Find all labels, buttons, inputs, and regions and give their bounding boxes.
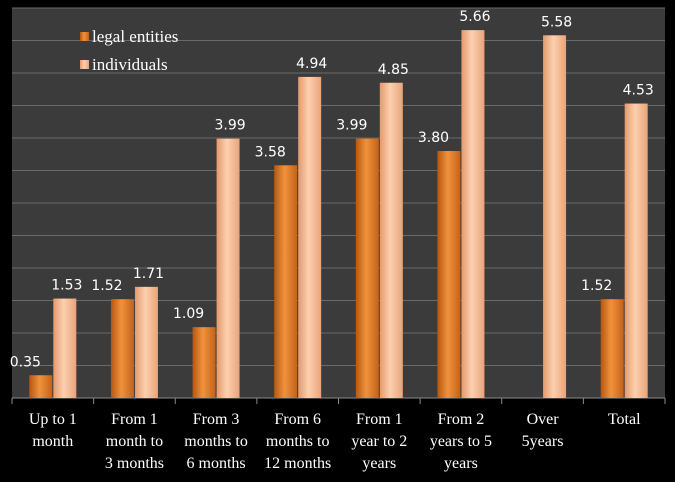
bar-legal-entities [600,299,624,398]
bar-legal-entities [110,299,134,398]
data-label-individuals: 1.53 [51,278,82,294]
bar-legal-entities [437,151,461,398]
bar-individuals [134,286,158,398]
data-label-legal-entities: 0.35 [10,354,41,370]
data-label-individuals: 4.85 [378,62,409,78]
x-tick-label: From 1 month to 3 months [105,411,164,472]
bar-individuals [298,76,322,399]
data-label-legal-entities: 3.58 [255,144,286,160]
x-tick-label: Over 5years [522,411,564,450]
data-label-individuals: 4.53 [623,83,654,99]
bars [29,30,648,399]
bar-legal-entities [29,375,53,398]
x-tick-label: From 3 months to 6 months [184,411,248,472]
legend-swatch-individuals [80,60,89,69]
bar-legal-entities [355,138,379,398]
bar-legal-entities [192,327,216,398]
data-label-individuals: 5.66 [459,9,490,25]
data-label-individuals: 3.99 [214,118,245,134]
legend-label-legal-entities: legal entities [92,27,178,46]
data-label-legal-entities: 3.99 [336,118,367,134]
x-tick-label: From 1 year to 2 years [351,411,407,472]
x-tick-label: Total [608,411,641,428]
bar-individuals [216,138,240,398]
data-label-legal-entities: 1.52 [91,278,122,294]
legend-swatch-legal-entities [80,32,89,41]
x-tick-label: From 6 months to 12 months [264,411,331,472]
bar-individuals [543,35,567,399]
x-tick-labels: Up to 1 month From 1 month to 3 months From 3… [29,411,641,472]
data-labels: 0.35 1.52 1.09 3.58 3.99 3.80 1.52 1.53 1.71 3.99… [10,9,654,370]
data-label-legal-entities: 1.52 [581,278,612,294]
data-label-individuals: 1.71 [133,266,164,282]
x-tick-label: Up to 1 month [29,411,77,450]
bar-individuals [624,103,648,399]
data-label-individuals: 4.94 [296,56,327,72]
bar-individuals [461,30,485,398]
x-tick-label: From 2 years to 5 years [430,411,492,472]
bar-individuals [53,298,77,398]
legend: legal entities individuals [80,27,178,74]
data-label-legal-entities: 1.09 [173,306,204,322]
bar-legal-entities [274,165,298,398]
data-label-individuals: 5.58 [541,14,572,30]
bar-individuals [379,82,403,398]
legend-label-individuals: individuals [92,55,168,74]
data-label-legal-entities: 3.80 [418,130,449,146]
